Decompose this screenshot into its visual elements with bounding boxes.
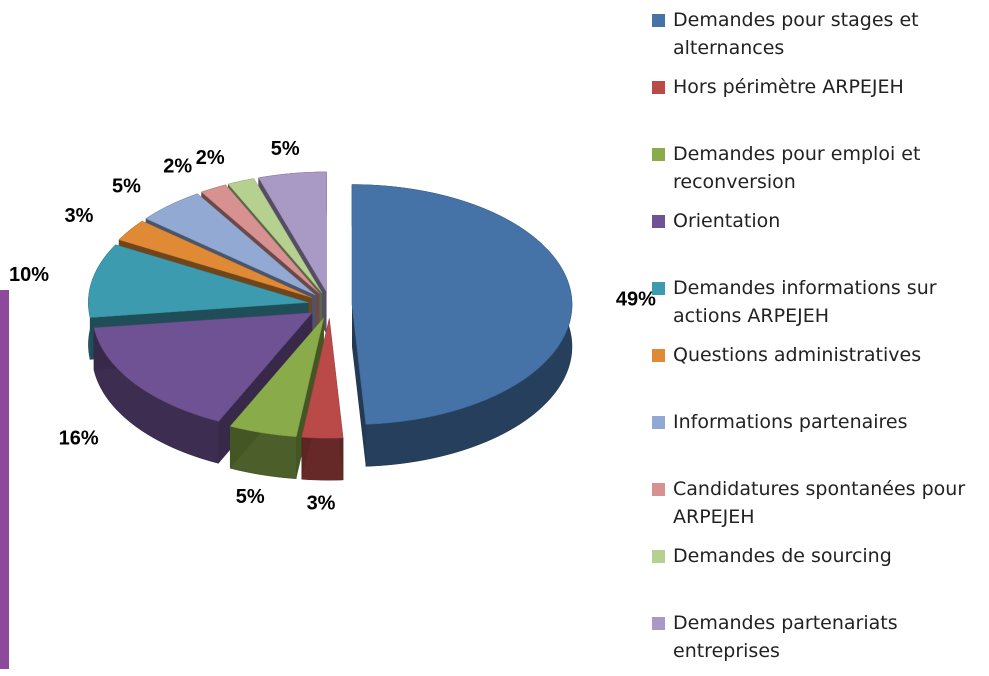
data-label: 49%: [616, 288, 656, 310]
legend-label: Demandes pour emploi et reconversion: [673, 143, 921, 193]
legend-item: Hors périmètre ARPEJEH: [652, 73, 982, 140]
legend-item: Orientation: [652, 207, 982, 274]
data-label: 5%: [112, 175, 141, 197]
legend-swatch: [652, 617, 665, 630]
data-label: 2%: [163, 156, 192, 178]
slice-edge: [351, 304, 366, 467]
data-label: 5%: [236, 486, 265, 508]
legend-item: Demandes de sourcing: [652, 542, 982, 609]
legend-swatch: [652, 483, 665, 496]
data-label: 5%: [271, 138, 300, 160]
slice: [145, 193, 316, 296]
legend-item: Questions administratives: [652, 341, 982, 408]
legend-swatch: [652, 148, 665, 161]
slice: [301, 318, 344, 439]
legend-label: Demandes pour stages et alternances: [673, 9, 919, 59]
legend-label: Demandes informations sur actions ARPEJE…: [673, 277, 937, 327]
legend-label: Orientation: [673, 210, 781, 232]
legend-swatch: [652, 81, 665, 94]
legend-swatch: [652, 349, 665, 362]
legend-label: Demandes partenariats entreprises: [673, 612, 898, 662]
legend-label: Questions administratives: [673, 344, 922, 366]
side-strip: [0, 290, 9, 669]
data-label: 2%: [196, 147, 225, 169]
legend-swatch: [652, 215, 665, 228]
slice: [118, 220, 312, 298]
legend-label: Hors périmètre ARPEJEH: [673, 76, 904, 98]
legend-item: Informations partenaires: [652, 408, 982, 475]
legend-swatch: [652, 14, 665, 27]
slice: [93, 312, 313, 422]
legend: Demandes pour stages et alternances Hors …: [652, 6, 982, 676]
slice: [229, 317, 325, 437]
legend-item: Demandes partenariats entreprises: [652, 609, 982, 676]
legend-item: Candidatures spontanées pour ARPEJEH: [652, 475, 982, 542]
legend-item: Demandes informations sur actions ARPEJE…: [652, 274, 982, 341]
data-label: 16%: [59, 428, 99, 450]
legend-item: Demandes pour emploi et reconversion: [652, 140, 982, 207]
slice: [201, 184, 320, 294]
legend-item: Demandes pour stages et alternances: [652, 6, 982, 73]
data-label: 10%: [9, 264, 49, 286]
legend-swatch: [652, 416, 665, 429]
legend-label: Candidatures spontanées pour ARPEJEH: [673, 478, 966, 528]
slice: [227, 178, 323, 293]
slice: [88, 244, 309, 318]
legend-label: Informations partenaires: [673, 411, 908, 433]
slice: [258, 171, 327, 293]
legend-label: Demandes de sourcing: [673, 545, 892, 567]
data-label: 3%: [65, 205, 94, 227]
legend-swatch: [652, 282, 665, 295]
data-label: 3%: [307, 492, 336, 514]
legend-swatch: [652, 550, 665, 563]
slice: [351, 184, 573, 425]
